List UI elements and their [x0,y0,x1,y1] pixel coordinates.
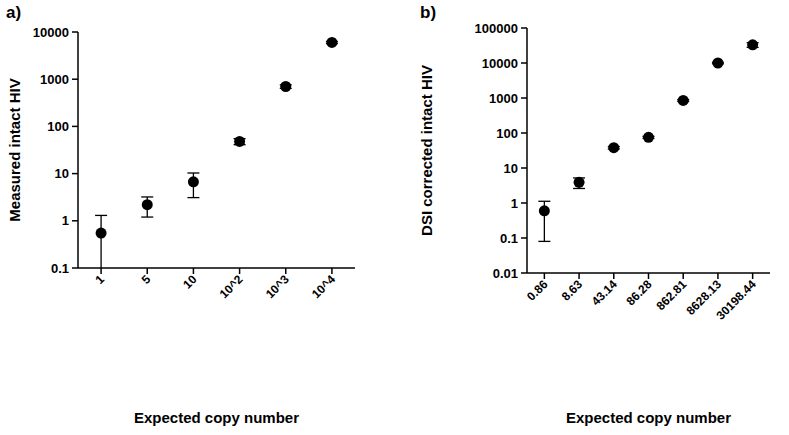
error-bar [141,197,153,217]
error-line [100,215,101,268]
error-cap [141,196,153,197]
y-tick-label: 10 [55,166,69,181]
y-tick [72,267,78,269]
panel: b) 0.01 0.1 1 10 100 1000 10000 100000 0.86 8.6343… [418,3,770,426]
y-tick-label: 0.1 [500,231,518,246]
y-tick [521,167,527,169]
point [712,58,723,69]
y-tick [72,126,78,128]
marks [95,37,338,268]
point [747,39,758,50]
error-bar [538,201,550,241]
y-tick [521,132,527,134]
point [643,132,654,143]
error-bar [187,173,199,198]
x-tick [682,273,684,279]
x-axis-label: Expected copy number [566,409,731,426]
y-tick-label: 1000 [40,72,69,87]
x-tick [285,268,287,274]
y-tick-label: 100000 [475,21,518,36]
x-tick-label: 30198.44 [713,277,759,323]
y-tick-label: 100 [47,119,69,134]
x-tick [239,268,241,274]
point [326,37,337,48]
x-tick [648,273,650,279]
y-tick-label: 1000 [489,91,518,106]
y-axis-label: DSI corrected intact HIV [418,65,435,236]
y-tick-label: 0.01 [493,266,518,281]
y-tick-label: 1 [62,213,69,228]
x-tick [613,273,615,279]
x-tick-label: 10^2 [217,272,246,301]
panel-label: b) [420,3,436,22]
y-tick [72,31,78,33]
point [574,177,585,188]
x-axis [78,267,355,269]
y-axis [526,28,528,273]
y-tick-label: 100 [496,126,518,141]
x-tick-label: 8.63 [559,277,586,304]
error-cap [95,215,107,216]
x-tick [331,268,333,274]
panel-label: a) [6,3,21,22]
x-axis-label: Expected copy number [134,409,299,426]
y-tick [72,173,78,175]
error-cap [573,188,585,189]
y-tick [521,97,527,99]
y-tick [521,27,527,29]
point [234,136,245,147]
x-tick [100,268,102,274]
x-tick [578,273,580,279]
y-tick-label: 1 [511,196,518,211]
x-tick [752,273,754,279]
x-tick [193,268,195,274]
x-tick-label: 10 [180,272,200,292]
point [539,205,550,216]
y-tick [521,62,527,64]
marks [538,39,758,241]
x-tick [717,273,719,279]
x-tick [147,268,149,274]
y-tick [521,237,527,239]
point [142,199,153,210]
error-cap [538,201,550,202]
error-bar [95,215,107,268]
x-tick-label: 0.86 [524,277,551,304]
y-tick-label: 10000 [482,56,518,71]
y-axis [77,32,79,268]
x-tick-label: 5 [139,272,154,287]
figure: a) 0.1 1 10 100 1000 10000 1 5 10 10^2 10^3 10^4 Expe… [0,0,789,435]
x-tick [544,273,546,279]
x-tick-label: 43.14 [589,277,620,308]
x-tick-label: 1 [93,272,108,287]
error-cap [141,216,153,217]
y-tick-label: 10000 [33,25,69,40]
y-axis-label: Measured intact HIV [6,78,23,221]
point [280,81,291,92]
error-cap [187,172,199,173]
y-tick [72,78,78,80]
x-tick-label: 86.28 [623,277,654,308]
y-tick [72,220,78,222]
error-cap [187,197,199,198]
y-tick [521,202,527,204]
point [678,95,689,106]
panel: a) 0.1 1 10 100 1000 10000 1 5 10 10^2 10^3 10^4 Expe… [6,3,355,426]
error-cap [538,241,550,242]
point [608,142,619,153]
point [96,228,107,239]
point [188,176,199,187]
y-tick-label: 0.1 [51,261,69,276]
x-tick-label: 10^4 [309,272,338,301]
y-tick-label: 10 [504,161,518,176]
x-tick-label: 10^3 [263,272,292,301]
y-tick [521,272,527,274]
